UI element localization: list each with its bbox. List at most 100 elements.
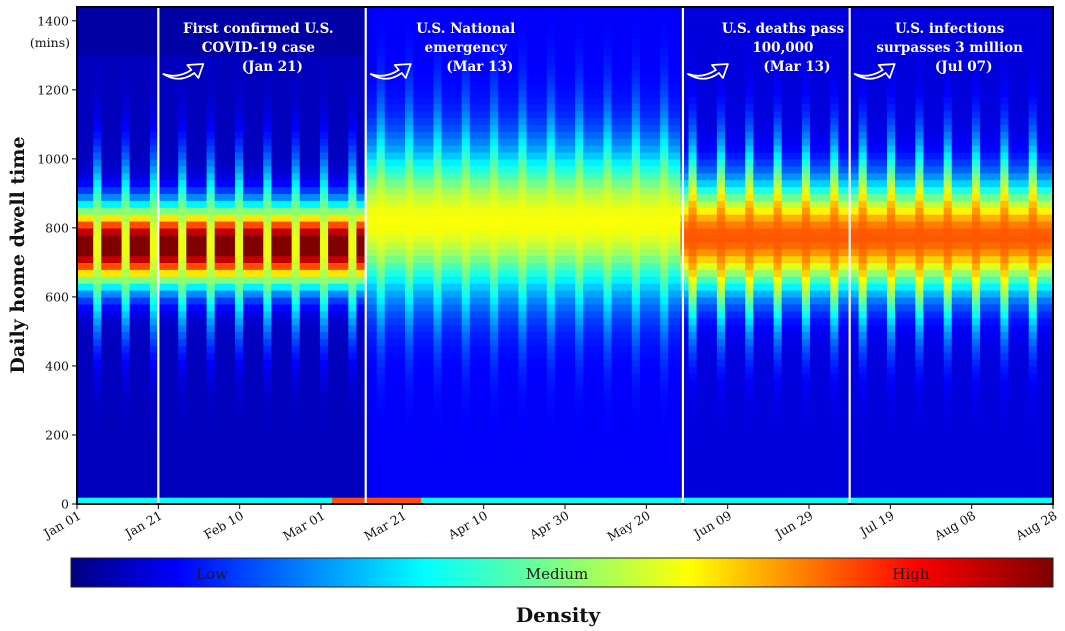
heatmap-cell <box>166 462 171 471</box>
heatmap-cell <box>117 200 123 208</box>
heatmap-cell <box>279 269 285 277</box>
heatmap-cell <box>255 310 260 319</box>
heatmap-cell <box>267 27 272 36</box>
heatmap-cell <box>198 345 204 353</box>
heatmap-cell <box>259 303 264 312</box>
heatmap-cell <box>238 220 244 229</box>
heatmap-cell <box>352 421 358 429</box>
heatmap-cell <box>344 434 349 443</box>
heatmap-cell <box>352 462 358 471</box>
heatmap-cell <box>113 379 119 388</box>
heatmap-cell <box>247 200 252 208</box>
heatmap-cell <box>85 27 90 36</box>
heatmap-cell <box>218 469 224 477</box>
heatmap-cell <box>259 283 264 291</box>
heatmap-cell <box>243 186 248 194</box>
heatmap-cell <box>319 338 325 346</box>
heatmap-cell <box>255 345 260 353</box>
heatmap-cell <box>158 48 163 56</box>
heatmap-cell <box>283 462 289 471</box>
heatmap-cell <box>336 428 341 436</box>
heatmap-cell <box>247 186 252 194</box>
heatmap-cell <box>149 179 155 188</box>
heatmap-cell <box>105 476 110 484</box>
heatmap-cell <box>307 407 313 415</box>
heatmap-cell <box>287 352 293 360</box>
heatmap-cell <box>222 372 228 381</box>
heatmap-cell <box>352 352 358 360</box>
heatmap-cell <box>340 34 345 43</box>
heatmap-cell <box>105 151 110 160</box>
heatmap-cell <box>255 138 260 146</box>
heatmap-cell <box>279 310 285 319</box>
heatmap-cell <box>182 241 187 250</box>
heatmap-cell <box>283 269 289 277</box>
heatmap-cell <box>222 214 228 222</box>
heatmap-cell <box>263 96 268 105</box>
heatmap-cell <box>287 393 293 402</box>
heatmap-cell <box>162 69 167 77</box>
heatmap-cell <box>162 89 167 98</box>
heatmap-cell <box>340 41 345 50</box>
heatmap-cell <box>125 117 131 125</box>
heatmap-cell <box>307 338 313 346</box>
heatmap-cell <box>243 497 248 505</box>
heatmap-cell <box>89 165 94 174</box>
heatmap-cell <box>263 490 268 498</box>
heatmap-cell <box>113 303 119 312</box>
heatmap-cell <box>295 172 301 181</box>
heatmap-cell <box>141 255 147 263</box>
heatmap-cell <box>202 441 208 450</box>
heatmap-cell <box>299 27 305 36</box>
heatmap-cell <box>182 234 187 243</box>
heatmap-cell <box>267 117 272 125</box>
heatmap-cell <box>247 145 252 153</box>
heatmap-cell <box>247 317 252 326</box>
heatmap-cell <box>275 172 281 181</box>
heatmap-cell <box>210 151 216 160</box>
heatmap-cell <box>230 338 236 346</box>
heatmap-cell <box>299 227 305 236</box>
heatmap-cell <box>121 290 127 298</box>
heatmap-cell <box>81 393 86 402</box>
heatmap-cell <box>352 220 358 229</box>
heatmap-cell <box>129 400 135 408</box>
heatmap-cell <box>190 138 196 146</box>
heatmap-cell <box>145 310 151 319</box>
heatmap-cell <box>279 483 285 491</box>
heatmap-cell <box>311 145 317 153</box>
heatmap-cell <box>117 400 123 408</box>
heatmap-cell <box>166 48 171 56</box>
heatmap-cell <box>328 227 333 236</box>
heatmap-cell <box>307 352 313 360</box>
heatmap-cell <box>101 13 106 22</box>
heatmap-cell <box>141 55 147 63</box>
heatmap-cell <box>328 76 333 84</box>
heatmap-cell <box>218 145 224 153</box>
heatmap-cell <box>295 138 301 146</box>
heatmap-cell <box>153 386 159 395</box>
heatmap-cell <box>149 48 155 56</box>
heatmap-cell <box>190 165 196 174</box>
heatmap-cell <box>77 241 82 250</box>
heatmap-cell <box>243 138 248 146</box>
heatmap-cell <box>162 41 167 50</box>
heatmap-cell <box>275 345 281 353</box>
heatmap-cell <box>186 96 191 105</box>
heatmap-cell <box>267 338 272 346</box>
heatmap-cell <box>311 34 317 43</box>
heatmap-cell <box>190 172 196 181</box>
heatmap-cell <box>178 82 183 91</box>
heatmap-cell <box>226 55 232 63</box>
heatmap-cell <box>259 296 264 305</box>
heatmap-cell <box>243 179 248 188</box>
heatmap-cell <box>190 317 196 326</box>
heatmap-cell <box>291 483 297 491</box>
heatmap-cell <box>230 13 236 22</box>
heatmap-cell <box>243 296 248 305</box>
heatmap-cell <box>109 400 115 408</box>
heatmap-cell <box>218 448 224 457</box>
heatmap-cell <box>291 13 297 22</box>
heatmap-cell <box>178 303 183 312</box>
heatmap-cell <box>137 303 143 312</box>
